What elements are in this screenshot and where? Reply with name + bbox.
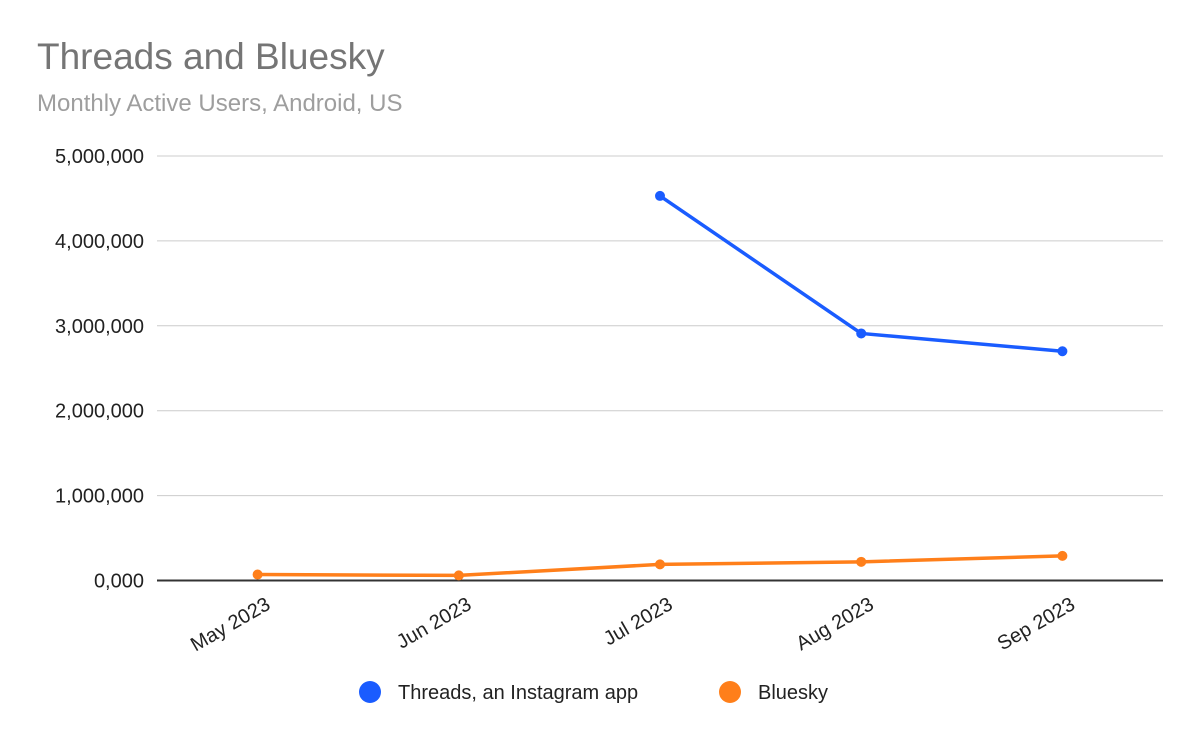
data-point [856, 328, 867, 339]
x-tick-label: Jul 2023 [600, 593, 676, 650]
data-point [252, 569, 263, 580]
x-tick-label: Sep 2023 [994, 593, 1079, 655]
legend-label: Threads, an Instagram app [398, 682, 638, 704]
legend-marker [359, 681, 381, 703]
data-point [856, 556, 867, 567]
y-tick-label: 2,000,000 [55, 401, 144, 423]
data-point [453, 570, 464, 581]
x-tick-label: Jun 2023 [393, 593, 475, 653]
chart-title: Threads and Bluesky [37, 36, 385, 77]
x-tick-label: Aug 2023 [793, 593, 878, 655]
data-point [655, 190, 665, 201]
data-point [1057, 550, 1068, 561]
y-tick-label: 4,000,000 [55, 231, 144, 253]
y-tick-label: 3,000,000 [55, 316, 144, 338]
y-tick-label: 1,000,000 [55, 486, 144, 508]
legend-label: Bluesky [758, 682, 828, 704]
x-tick-label: May 2023 [187, 593, 274, 656]
y-tick-label: 5,000,000 [55, 146, 144, 168]
data-point [655, 559, 665, 570]
legend-marker [719, 681, 741, 703]
data-point [1057, 346, 1068, 357]
series-line-0 [659, 194, 1063, 354]
chart-subtitle: Monthly Active Users, Android, US [37, 90, 403, 117]
y-tick-label: 0,000 [94, 571, 144, 593]
